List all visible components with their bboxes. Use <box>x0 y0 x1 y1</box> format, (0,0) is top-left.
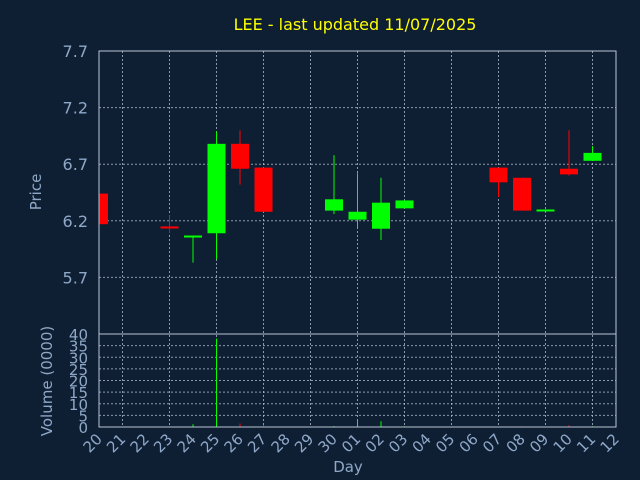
day-tick-label: 01 <box>338 430 364 456</box>
candle-body <box>536 209 555 212</box>
volume-tick-label: 40 <box>69 326 88 344</box>
volume-axis-label: Volume (0000) <box>38 326 56 436</box>
day-tick-label: 21 <box>103 430 129 456</box>
day-tick-label: 28 <box>268 430 294 456</box>
day-tick-label: 23 <box>150 430 176 456</box>
candle-body <box>395 200 414 209</box>
day-tick-label: 03 <box>385 430 411 456</box>
price-tick-label: 6.2 <box>63 212 88 231</box>
day-tick-label: 08 <box>503 430 529 456</box>
price-tick-label: 5.7 <box>63 268 88 287</box>
candle-body <box>254 167 273 212</box>
candle-body <box>348 211 367 220</box>
day-tick-label: 30 <box>315 430 341 456</box>
volume-tick-label: 25 <box>69 361 88 379</box>
candle-body <box>489 167 508 183</box>
volume-tick-label: 0 <box>78 419 88 437</box>
day-tick-label: 07 <box>479 430 505 456</box>
volume-tick-label: 5 <box>78 407 88 425</box>
volume-tick-label: 15 <box>69 384 88 402</box>
candle-body <box>207 143 226 234</box>
grid-layer <box>99 51 616 427</box>
day-tick-label: 25 <box>197 430 223 456</box>
candle-body <box>513 177 531 211</box>
price-layer <box>98 130 602 263</box>
x-axis-label: Day <box>333 458 363 476</box>
volume-panel-frame <box>98 333 617 428</box>
candle-body <box>99 193 108 225</box>
candle-body <box>583 152 602 161</box>
candle-body <box>560 168 578 175</box>
chart-title: LEE - last updated 11/07/2025 <box>234 15 477 34</box>
candle-body <box>160 226 179 229</box>
day-tick-label: 24 <box>174 430 200 456</box>
volume-tick-label: 20 <box>69 373 88 391</box>
day-tick-label: 26 <box>221 430 247 456</box>
price-tick-label: 6.7 <box>63 155 88 174</box>
day-tick-label: 04 <box>409 430 435 456</box>
price-tick-label: 7.2 <box>63 99 88 118</box>
day-tick-label: 22 <box>127 430 153 456</box>
volume-tick-label: 35 <box>69 338 88 356</box>
day-tick-label: 11 <box>573 430 599 456</box>
candle-body <box>184 235 202 238</box>
axis-layer: 7.77.26.76.25.74035302520151050202122232… <box>63 42 623 456</box>
day-tick-label: 09 <box>526 430 552 456</box>
candle-body <box>325 199 343 211</box>
day-tick-label: 06 <box>456 430 482 456</box>
day-tick-label: 10 <box>550 430 576 456</box>
candle-body <box>231 143 249 169</box>
day-tick-label: 12 <box>597 430 623 456</box>
day-tick-label: 27 <box>244 430 270 456</box>
day-tick-label: 02 <box>362 430 388 456</box>
volume-tick-label: 10 <box>69 396 88 414</box>
day-tick-label: 29 <box>291 430 317 456</box>
volume-layer <box>98 338 593 427</box>
day-tick-label: 05 <box>432 430 458 456</box>
candle-body <box>372 202 390 229</box>
price-axis-label: Price <box>27 174 45 211</box>
volume-tick-label: 30 <box>69 349 88 367</box>
price-tick-label: 7.7 <box>63 42 88 61</box>
